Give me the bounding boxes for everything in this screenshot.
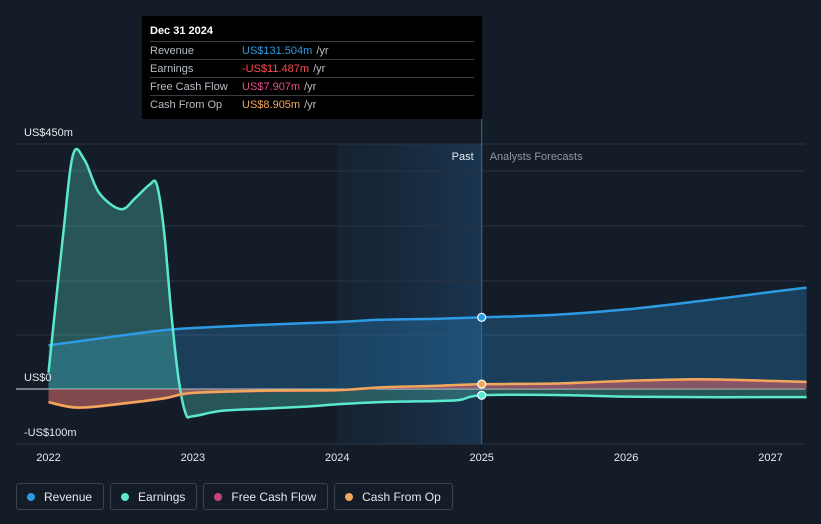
- tooltip-unit: /yr: [304, 98, 317, 111]
- data-tooltip: Dec 31 2024 Revenue US$131.504m /yr Earn…: [142, 16, 482, 119]
- tooltip-label: Earnings: [150, 62, 194, 75]
- legend-dot-icon: [345, 492, 354, 501]
- tooltip-value: US$131.504m: [242, 44, 313, 57]
- tooltip-date: Dec 31 2024: [150, 25, 213, 37]
- legend-item-cash-from-op[interactable]: Cash From Op: [334, 483, 453, 510]
- x-tick-label: 2025: [469, 452, 493, 464]
- tooltip-value: US$7.907m: [242, 80, 301, 93]
- y-label-bottom: -US$100m: [24, 427, 77, 439]
- earnings-line: [47, 147, 807, 419]
- x-tick-label: 2026: [614, 452, 638, 464]
- cash-from-op-line: [48, 377, 807, 409]
- past-label: Past: [452, 151, 474, 163]
- tooltip-label: Free Cash Flow: [150, 80, 228, 93]
- tooltip-value: -US$11.487m: [242, 62, 310, 75]
- series-areas: [48, 148, 807, 418]
- legend-item-earnings[interactable]: Earnings: [110, 483, 198, 510]
- tooltip-row-revenue: Revenue US$131.504m /yr: [150, 41, 474, 59]
- x-tick-label: 2022: [36, 452, 60, 464]
- cash-from-op-marker: [477, 379, 487, 389]
- series-lines: [47, 147, 807, 419]
- legend-item-revenue[interactable]: Revenue: [16, 483, 105, 510]
- legend-label: Earnings: [138, 489, 186, 504]
- past-shaded-region: [337, 144, 482, 444]
- tooltip-row-cash-from-op: Cash From Op US$8.905m /yr: [150, 95, 474, 113]
- tooltip-unit: /yr: [313, 62, 326, 75]
- legend-item-free-cash-flow[interactable]: Free Cash Flow: [203, 483, 329, 510]
- tooltip-row-earnings: Earnings -US$11.487m /yr: [150, 59, 474, 77]
- y-label-zero: US$0: [24, 372, 52, 384]
- grid-lines: [16, 143, 805, 445]
- legend-dot-icon: [27, 492, 35, 501]
- tooltip-label: Cash From Op: [150, 98, 223, 111]
- x-tick-label: 2023: [181, 452, 205, 464]
- earnings-area: [48, 148, 807, 418]
- tooltip-unit: /yr: [304, 80, 317, 93]
- earnings-marker: [477, 390, 487, 400]
- legend-label: Cash From Op: [362, 489, 441, 504]
- free-cash-flow-area: [48, 380, 807, 409]
- tooltip-row-free-cash-flow: Free Cash Flow US$7.907m /yr: [150, 77, 474, 95]
- revenue-line: [48, 286, 807, 347]
- legend-dot-icon: [121, 492, 130, 501]
- y-label-top: US$450m: [24, 127, 73, 139]
- tooltip-label: Revenue: [150, 44, 195, 57]
- forecast-label: Analysts Forecasts: [490, 151, 583, 163]
- x-tick-label: 2027: [758, 452, 782, 464]
- legend: Revenue Earnings Free Cash Flow Cash Fro…: [16, 483, 453, 510]
- legend-label: Revenue: [44, 489, 93, 504]
- tooltip-value: US$8.905m: [242, 98, 301, 111]
- x-tick-label: 2024: [325, 452, 349, 464]
- revenue-area: [48, 287, 807, 389]
- x-axis-ticks: 2022 2023 2024 2025 2026 2027: [36, 452, 782, 464]
- revenue-marker: [477, 312, 487, 322]
- tooltip-unit: /yr: [316, 44, 329, 57]
- legend-label: Free Cash Flow: [231, 489, 317, 504]
- cash-from-op-area: [48, 379, 807, 408]
- series-markers: [477, 312, 487, 400]
- legend-dot-icon: [214, 492, 223, 501]
